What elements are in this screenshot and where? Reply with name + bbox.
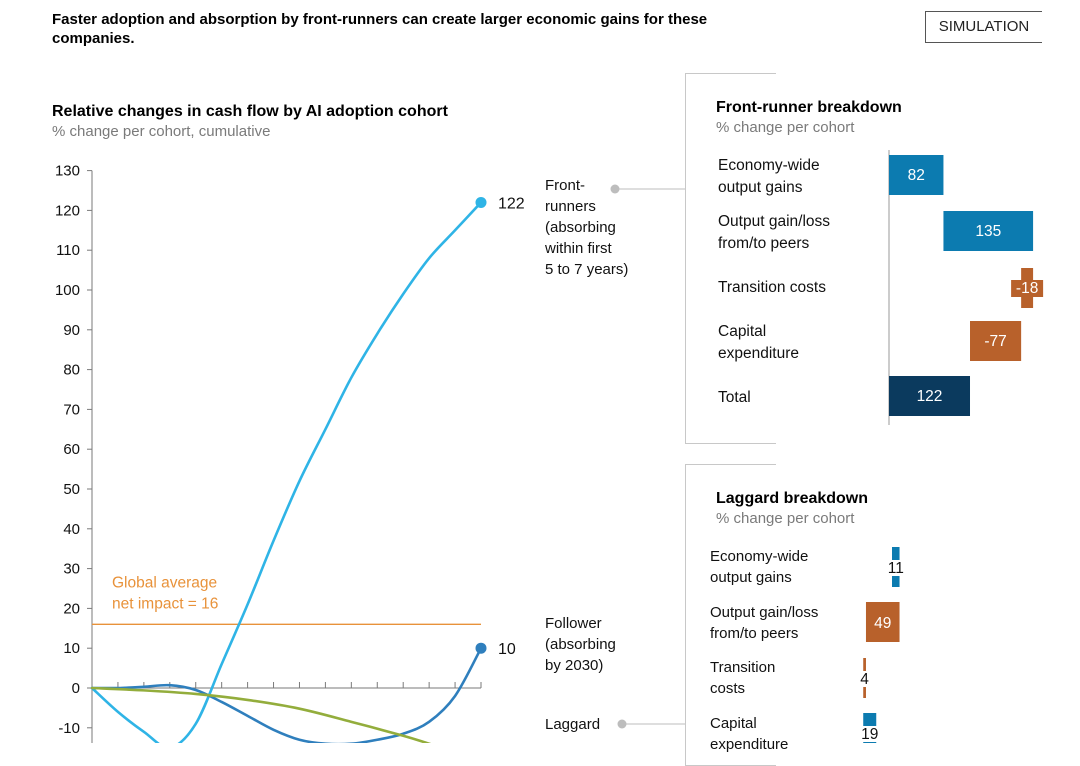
laggard-breakdown-title: Laggard breakdown: [716, 490, 869, 507]
annotation-line: 5 to 7 years): [545, 261, 629, 278]
annotation-line: Follower: [545, 615, 602, 632]
waterfall-bar: [889, 376, 971, 416]
waterfall-label-bg: [1011, 280, 1044, 297]
y-tick-label: 0: [72, 680, 80, 697]
label-line: Capital: [718, 323, 767, 340]
front-runner-annotation: Front- runners (absorbing within first 5…: [545, 175, 665, 280]
label-line: Capital: [710, 715, 757, 732]
annotation-leaders: [610, 184, 686, 729]
wf2-category-label: Output gain/loss from/to peers: [710, 602, 818, 644]
label-line: Output gain/loss: [710, 604, 819, 621]
label-line: Economy-wide: [710, 548, 809, 565]
wf2-category-label: Economy-wide output gains: [710, 546, 808, 588]
waterfall-bar: [943, 211, 1034, 251]
front-runner-breakdown-subtitle: % change per cohort: [716, 119, 855, 136]
annotation-line: by 2030): [545, 657, 604, 674]
annotation-line: within first: [545, 240, 612, 257]
laggard-line: [90, 686, 432, 743]
front-runner-end-point: [475, 196, 487, 208]
annotation-line: runners: [545, 198, 596, 215]
wf2-category-label: Transition costs: [710, 657, 775, 699]
front-runner-line: [90, 201, 483, 743]
front-runner-breakdown-title: Front-runner breakdown: [716, 99, 902, 116]
headline: Faster adoption and absorption by front-…: [52, 11, 708, 47]
label-line: Total: [718, 389, 751, 406]
front-runner-end-label: 122: [498, 195, 525, 212]
laggard-breakdown-subtitle: % change per cohort: [716, 510, 855, 527]
y-tick-label: 110: [56, 242, 80, 259]
label-line: expenditure: [710, 736, 789, 753]
y-tick-label: 10: [63, 640, 80, 657]
y-tick-label: 60: [63, 441, 80, 458]
annotation-line: (absorbing: [545, 636, 616, 653]
wf1-category-label: Transition costs: [718, 277, 826, 299]
y-tick-label: 130: [55, 163, 80, 180]
global-average-label: Global average: [112, 574, 217, 591]
waterfall-value-label: 11: [888, 560, 904, 577]
waterfall-value-label: -18: [1016, 280, 1038, 297]
chart-subtitle: % change per cohort, cumulative: [52, 123, 271, 140]
wf2-category-label: Capital expenditure: [710, 713, 788, 755]
follower-line: [90, 646, 483, 743]
laggard-leader-dot: [617, 719, 627, 729]
y-tick-label: 70: [63, 401, 80, 418]
annotation-line: Laggard: [545, 716, 601, 733]
label-line: expenditure: [718, 345, 800, 362]
line-chart: -10 0 10 20 30 40 50 60 70 80 90 100 110 120 130 Globa…: [55, 163, 686, 743]
follower-end-label: 10: [498, 641, 516, 658]
y-axis: -10 0 10 20 30 40 50 60 70 80 90 100 110 120 130: [55, 163, 93, 743]
waterfall-bar: [970, 321, 1022, 361]
wf1-category-label: Economy-wide output gains: [718, 155, 820, 199]
waterfall-bar: [889, 155, 944, 195]
wf1-category-label: Output gain/loss from/to peers: [718, 211, 830, 255]
waterfall-value-label: 135: [975, 223, 1001, 240]
laggard-annotation: Laggard: [545, 714, 665, 735]
waterfall-label-bg: [856, 671, 873, 687]
waterfall-value-label: -77: [984, 333, 1006, 350]
label-line: from/to peers: [710, 625, 799, 642]
waterfall-bar: [865, 602, 900, 642]
waterfall-value-label: 49: [874, 615, 891, 632]
waterfall-value-label: 82: [908, 167, 925, 184]
wf1-category-label: Total: [718, 387, 751, 409]
y-tick-label: 100: [55, 282, 80, 299]
y-tick-label: 90: [63, 322, 80, 339]
front-runner-leader-dot: [610, 184, 620, 194]
label-line: costs: [710, 680, 746, 697]
y-tick-label: -10: [58, 720, 80, 737]
label-line: Output gain/loss: [718, 213, 831, 230]
follower-end-point: [475, 642, 487, 654]
x-axis: [92, 682, 482, 689]
annotation-line: Front-: [545, 177, 586, 194]
chart-title: Relative changes in cash flow by AI adop…: [52, 103, 448, 120]
y-tick-label: 30: [63, 561, 80, 578]
simulation-badge: SIMULATION: [925, 11, 1042, 43]
label-line: Transition costs: [718, 279, 826, 296]
global-average-line: Global average net impact = 16: [92, 574, 481, 625]
waterfall-value-label: 19: [861, 726, 878, 743]
label-line: output gains: [710, 569, 792, 586]
annotation-line: (absorbing: [545, 219, 616, 236]
laggard-panel: [685, 464, 776, 766]
follower-annotation: Follower (absorbing by 2030): [545, 613, 665, 676]
series-lines: 122 10: [90, 195, 525, 743]
y-tick-label: 50: [63, 481, 80, 498]
label-line: Transition: [710, 659, 776, 676]
label-line: Economy-wide: [718, 157, 820, 174]
y-tick-label: 20: [63, 600, 80, 617]
wf1-category-label: Capital expenditure: [718, 321, 799, 365]
label-line: output gains: [718, 179, 803, 196]
waterfall-value-label: 4: [860, 671, 869, 688]
front-runner-panel: [685, 73, 776, 444]
waterfall-label-bg: [887, 560, 904, 576]
y-tick-label: 120: [55, 202, 80, 219]
laggard-waterfall: 11 49 4 19: [856, 547, 904, 743]
waterfall-label-bg: [861, 726, 878, 742]
global-average-label: net impact = 16: [112, 595, 218, 612]
y-tick-label: 40: [63, 521, 80, 538]
waterfall-value-label: 122: [917, 388, 943, 405]
label-line: from/to peers: [718, 235, 810, 252]
y-tick-label: 80: [63, 362, 80, 379]
